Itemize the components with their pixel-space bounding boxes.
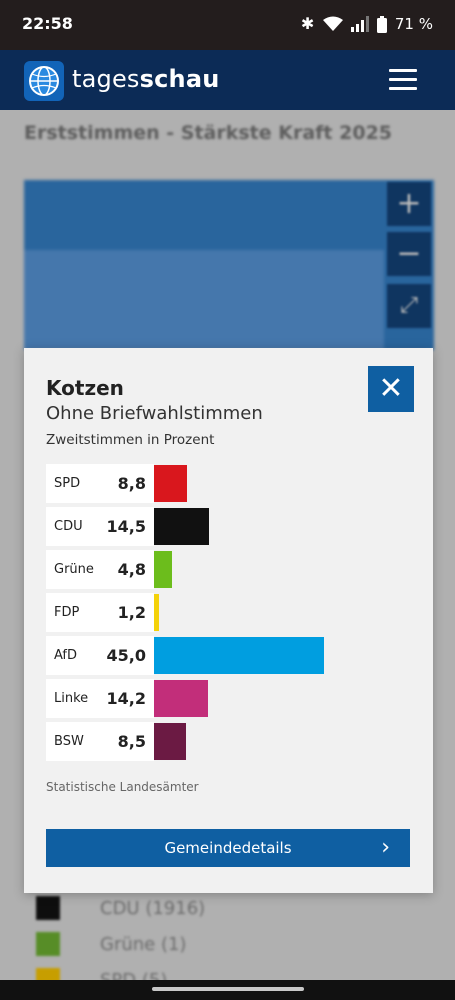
party-value: 14,2	[102, 679, 154, 718]
data-source: Statistische Landesämter	[46, 780, 199, 794]
popup-subtitle: Ohne Briefwahlstimmen	[46, 403, 263, 424]
brand-prefix: tages	[72, 65, 140, 93]
battery-icon	[376, 15, 387, 33]
party-bar	[154, 723, 186, 760]
popup-title: Kotzen	[46, 376, 124, 400]
status-bar: 22:58 ✱ 71 %	[0, 0, 455, 50]
legend-item: Grüne (1)	[36, 932, 186, 956]
close-icon: ✕	[378, 372, 404, 405]
page-title: Erststimmen - Stärkste Kraft 2025	[24, 122, 393, 144]
legend-swatch	[36, 896, 60, 920]
party-value: 4,8	[102, 550, 154, 589]
status-time: 22:58	[22, 14, 73, 33]
party-label: Linke	[46, 679, 102, 718]
details-button-label: Gemeindedetails	[164, 839, 292, 857]
municipality-popup: Kotzen Ohne Briefwahlstimmen Zweitstimme…	[24, 348, 433, 893]
system-nav-bar	[0, 980, 455, 1000]
party-label: Grüne	[46, 550, 102, 589]
wifi-icon	[322, 16, 343, 32]
signal-icon	[350, 16, 369, 32]
brand-wordmark[interactable]: tagesschau	[72, 65, 220, 93]
party-bar	[154, 680, 208, 717]
result-row: FDP 1,2	[46, 593, 376, 636]
zoom-in-button[interactable]: +	[387, 182, 431, 226]
app-header: tagesschau	[0, 50, 455, 110]
status-icons: ✱ 71 %	[301, 14, 433, 34]
party-label: BSW	[46, 722, 102, 761]
party-value: 8,5	[102, 722, 154, 761]
vote-results-chart: SPD 8,8 CDU 14,5 Grüne 4,8 FDP 1,2 AfD 45,0 Linke 1…	[46, 464, 376, 765]
results-map[interactable]	[24, 180, 434, 350]
party-bar	[154, 465, 187, 502]
chevron-right-icon: ›	[381, 835, 390, 860]
party-label: AfD	[46, 636, 102, 675]
legend-item: CDU (1916)	[36, 896, 205, 920]
result-row: Grüne 4,8	[46, 550, 376, 593]
legend-label: CDU (1916)	[100, 897, 206, 919]
battery-level: 71 %	[394, 15, 433, 33]
party-bar	[154, 594, 159, 631]
party-bar	[154, 508, 209, 545]
party-value: 45,0	[102, 636, 154, 675]
tagesschau-globe-icon[interactable]	[24, 61, 64, 101]
municipality-details-button[interactable]: Gemeindedetails ›	[46, 829, 410, 867]
result-row: CDU 14,5	[46, 507, 376, 550]
result-row: SPD 8,8	[46, 464, 376, 507]
legend-swatch	[36, 932, 60, 956]
close-button[interactable]: ✕	[368, 366, 414, 412]
legend-label: Grüne (1)	[100, 933, 187, 955]
party-label: CDU	[46, 507, 102, 546]
zoom-out-button[interactable]: −	[387, 232, 431, 276]
popup-caption: Zweitstimmen in Prozent	[46, 432, 215, 448]
party-value: 14,5	[102, 507, 154, 546]
party-label: SPD	[46, 464, 102, 503]
result-row: BSW 8,5	[46, 722, 376, 765]
brand-suffix: schau	[139, 65, 220, 93]
party-value: 8,8	[102, 464, 154, 503]
fullscreen-button[interactable]: ⤢	[387, 284, 431, 328]
party-value: 1,2	[102, 593, 154, 632]
party-label: FDP	[46, 593, 102, 632]
result-row: Linke 14,2	[46, 679, 376, 722]
hamburger-menu-icon[interactable]	[389, 69, 417, 91]
party-bar	[154, 637, 324, 674]
bluetooth-icon: ✱	[300, 14, 315, 33]
party-bar	[154, 551, 172, 588]
result-row: AfD 45,0	[46, 636, 376, 679]
home-gesture-handle[interactable]	[152, 987, 304, 991]
